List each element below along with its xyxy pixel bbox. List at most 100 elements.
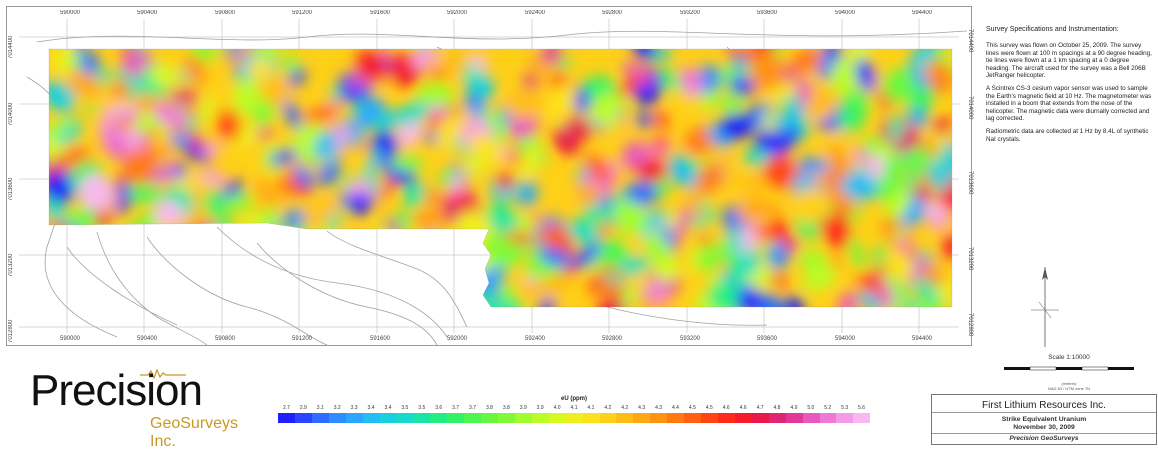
easting-tick-bottom: 591200 — [292, 336, 313, 342]
easting-tick-top: 593200 — [680, 10, 701, 16]
legend-swatch — [278, 413, 295, 423]
easting-tick-top: 591600 — [370, 10, 391, 16]
anomaly-blob — [874, 242, 886, 274]
anomaly-blob — [303, 108, 338, 123]
anomaly-blob — [448, 291, 483, 307]
anomaly-blob — [656, 255, 679, 283]
scale-text: Scale 1:10000 — [1048, 354, 1090, 361]
easting-tick-top: 592000 — [447, 10, 468, 16]
anomaly-blob — [202, 287, 239, 307]
anomaly-blob — [290, 238, 331, 275]
anomaly-blob — [394, 102, 429, 126]
anomaly-blob — [729, 75, 756, 96]
easting-tick-top: 592800 — [602, 10, 623, 16]
anomaly-blob — [199, 170, 229, 186]
anomaly-blob — [745, 246, 760, 276]
anomaly-blob — [424, 233, 449, 257]
anomaly-blob — [685, 195, 704, 223]
legend-tick-label: 3.8 — [485, 405, 493, 411]
anomaly-blob — [732, 287, 762, 307]
easting-tick-top: 594000 — [835, 10, 856, 16]
anomaly-blob — [599, 238, 629, 268]
anomaly-blob — [805, 86, 839, 122]
anomaly-blob — [673, 205, 693, 241]
legend-swatch — [599, 413, 617, 423]
legend-tick-label: 3.2 — [333, 405, 341, 411]
title-divider — [932, 412, 1156, 413]
easting-tick-bottom: 592800 — [602, 336, 623, 342]
anomaly-blob — [288, 68, 306, 88]
easting-tick-top: 590400 — [137, 10, 158, 16]
legend-tick-label: 2.9 — [299, 405, 307, 411]
anomaly-blob — [85, 282, 102, 307]
anomaly-blob — [436, 113, 461, 151]
anomaly-blob — [378, 49, 393, 68]
anomaly-blob — [464, 258, 478, 293]
anomaly-blob — [464, 256, 487, 292]
anomaly-blob — [753, 224, 775, 241]
northing-tick-left: 7014400 — [8, 35, 14, 59]
anomaly-blob — [571, 250, 598, 269]
anomaly-blob — [67, 248, 107, 267]
anomaly-blob — [837, 291, 859, 307]
legend-tick-label: 4.7 — [756, 405, 764, 411]
anomaly-blob — [830, 55, 861, 96]
legend-title: eU (ppm) — [561, 396, 587, 402]
legend-swatch — [734, 413, 752, 423]
anomaly-blob — [678, 67, 704, 96]
anomaly-blob — [752, 294, 785, 307]
legend-tick-label: 3.7 — [469, 405, 476, 411]
anomaly-blob — [792, 187, 831, 224]
anomaly-blob — [196, 272, 214, 282]
anomaly-blob — [159, 157, 177, 187]
legend-tick-label: 3.9 — [519, 405, 527, 411]
legend-swatch — [701, 413, 718, 423]
anomaly-blob — [651, 49, 673, 61]
anomaly-blob — [654, 111, 670, 128]
easting-tick-bottom: 590800 — [215, 336, 236, 342]
anomaly-blob — [283, 99, 302, 130]
anomaly-blob — [622, 141, 648, 171]
anomaly-blob — [436, 172, 459, 185]
anomaly-blob — [720, 169, 738, 185]
anomaly-blob — [347, 251, 371, 281]
anomaly-blob — [468, 132, 502, 164]
anomaly-blob — [220, 194, 254, 212]
anomaly-blob — [171, 243, 193, 262]
anomaly-blob — [538, 297, 555, 307]
legend-swatch — [328, 413, 346, 423]
anomaly-blob — [689, 239, 701, 276]
anomaly-blob — [718, 151, 732, 168]
legend-tick-label: 4.1 — [570, 405, 578, 411]
anomaly-blob — [239, 260, 260, 284]
anomaly-blob — [496, 173, 514, 191]
anomaly-blob — [139, 234, 161, 261]
anomaly-blob — [525, 281, 539, 295]
anomaly-blob — [684, 126, 715, 156]
legend-tick-label: 4.0 — [553, 405, 561, 411]
anomaly-blob — [270, 274, 303, 307]
anomaly-blob — [709, 280, 739, 307]
anomaly-blob — [513, 49, 535, 61]
anomaly-blob — [522, 74, 539, 90]
anomaly-blob — [428, 104, 447, 119]
legend-tick-label: 3.5 — [418, 405, 426, 411]
anomaly-blob — [314, 262, 346, 287]
legend-tick-label: 4.3 — [638, 405, 646, 411]
anomaly-blob — [54, 257, 83, 280]
anomaly-blob — [657, 221, 676, 251]
legend-swatch — [379, 413, 397, 423]
legend-labels: 2.7 2.9 3.1 3.2 3.3 3.4 3.4 3.5 3.5 3.6 3.7 3.7 3.8 3… — [278, 405, 870, 413]
anomaly-blob — [414, 250, 438, 263]
map-date: November 30, 2009 — [1013, 424, 1075, 431]
anomaly-blob — [737, 197, 770, 224]
anomaly-blob — [171, 235, 203, 253]
anomaly-blob — [452, 253, 472, 274]
legend-tick-label: 4.1 — [587, 405, 595, 411]
anomaly-blob — [597, 222, 609, 239]
legend-swatch — [853, 413, 871, 423]
anomaly-blob — [519, 180, 538, 207]
anomaly-blob — [345, 120, 371, 148]
anomaly-blob — [924, 201, 945, 218]
legend-tick-label: 3.3 — [350, 405, 358, 411]
